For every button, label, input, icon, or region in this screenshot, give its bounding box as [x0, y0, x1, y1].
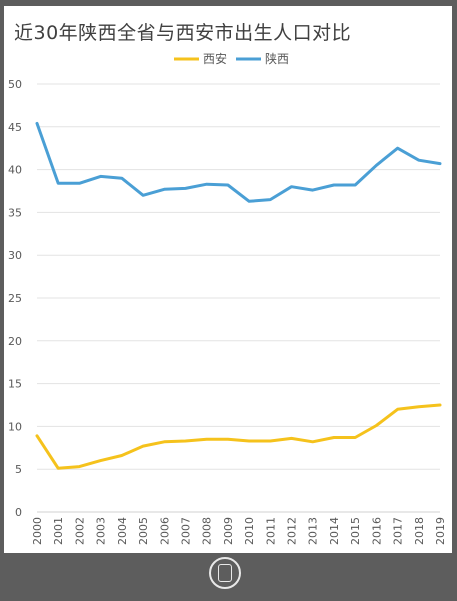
y-tick-label: 45	[8, 121, 22, 134]
x-tick-label: 2003	[95, 517, 108, 545]
y-tick-label: 15	[8, 378, 22, 391]
y-tick-label: 5	[15, 463, 22, 476]
y-tick-label: 20	[8, 335, 22, 348]
y-tick-label: 50	[8, 78, 22, 91]
y-tick-label: 30	[8, 249, 22, 262]
x-tick-label: 2000	[31, 517, 44, 545]
x-tick-label: 2002	[73, 517, 86, 545]
x-tick-label: 2004	[116, 517, 129, 545]
x-tick-label: 2012	[286, 517, 299, 545]
chart-card: 近30年陕西全省与西安市出生人口对比 0 5 10 15 20 25 30 35 40 45 50 2…	[4, 6, 452, 553]
x-tick-label: 2006	[158, 517, 171, 545]
x-tick-label: 2008	[201, 517, 214, 545]
x-tick-label: 2011	[264, 517, 277, 545]
x-tick-label: 2009	[222, 517, 235, 545]
chart-title: 近30年陕西全省与西安市出生人口对比	[14, 22, 352, 44]
x-tick-label: 2010	[243, 517, 256, 545]
line-chart: 0 5 10 15 20 25 30 35 40 45 50 2000 2001 2002 2003 2004…	[8, 51, 447, 545]
y-tick-label: 25	[8, 292, 22, 305]
x-tick-label: 2019	[434, 517, 447, 545]
x-tick-label: 2018	[413, 517, 426, 545]
y-tick-label: 40	[8, 164, 22, 177]
x-tick-label: 2007	[179, 517, 192, 545]
legend-label-1: 陕西	[265, 51, 289, 66]
y-tick-label: 35	[8, 206, 22, 219]
seal-logo	[209, 557, 241, 589]
x-tick-label: 2013	[307, 517, 320, 545]
series-line-0	[35, 403, 442, 470]
x-tick-label: 2001	[52, 517, 65, 545]
x-tick-label: 2015	[349, 517, 362, 545]
x-tick-label: 2016	[370, 517, 383, 545]
series-line-1	[35, 121, 442, 203]
y-tick-label: 0	[15, 506, 22, 519]
y-tick-label: 10	[8, 420, 22, 433]
x-tick-label: 2005	[137, 517, 150, 545]
legend-label-0: 西安	[203, 51, 227, 66]
x-tick-label: 2014	[328, 517, 341, 545]
x-tick-label: 2017	[392, 517, 405, 545]
